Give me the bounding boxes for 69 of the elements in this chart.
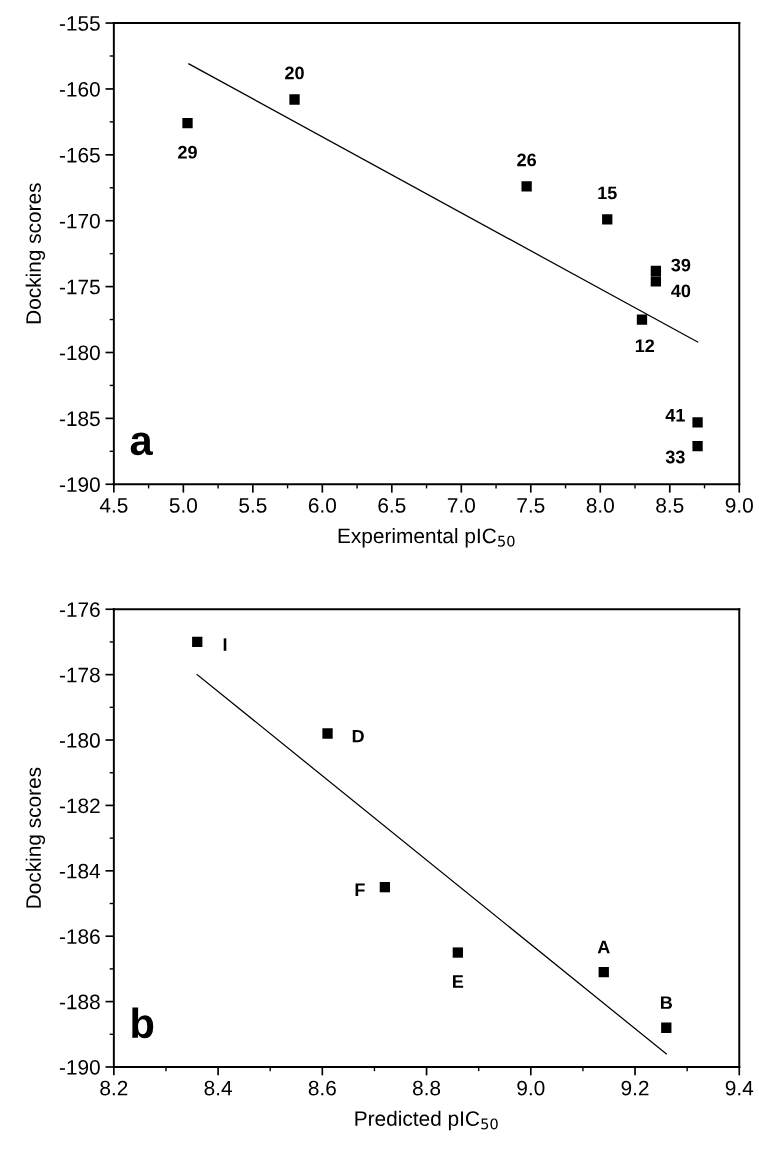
annotation: 29: [178, 145, 197, 159]
y-tick-label: -182: [59, 798, 100, 814]
x-axis-title: Experimental pIC$_{50}$: [338, 527, 515, 548]
y-tick-label: -165: [59, 147, 100, 163]
x-tick-label: 6.0: [308, 498, 336, 513]
x-tick-label: 8.0: [586, 498, 614, 513]
x-tick-label: 6.5: [378, 498, 406, 513]
point: [602, 214, 613, 225]
y-tick-label: -180: [59, 345, 100, 361]
annotation: I: [223, 638, 227, 651]
x-tick-label: 9.4: [725, 1080, 754, 1096]
y-tick-label: -184: [59, 863, 101, 879]
point: [636, 314, 648, 325]
y-tick-label: -186: [59, 929, 100, 944]
annotation: E: [453, 975, 464, 988]
x-axis-title: Predicted pIC$_{50}$: [355, 1110, 498, 1131]
point: [192, 636, 203, 648]
x-tick-label: 4.5: [99, 498, 128, 513]
annotation: 20: [285, 66, 304, 80]
y-tick-label: -178: [59, 667, 100, 683]
point: [598, 967, 609, 978]
x-tick-label: 8.8: [412, 1080, 441, 1096]
annotation: 12: [635, 339, 655, 352]
y-tick-label: -190: [59, 1059, 100, 1075]
x-tick-label: 5.0: [169, 498, 198, 513]
x-tick-label: 9.0: [517, 1080, 545, 1096]
annotation: A: [597, 940, 610, 954]
annotation: 15: [598, 186, 617, 200]
point: [182, 118, 193, 129]
point: [650, 276, 662, 287]
annotation: a: [130, 432, 153, 456]
point: [692, 417, 703, 428]
x-tick-label: 7.0: [447, 498, 475, 513]
point: [661, 1022, 672, 1033]
annotation: 26: [517, 153, 537, 167]
y-tick-label: -160: [59, 81, 100, 97]
annotation: 33: [665, 450, 685, 464]
y-tick-label: -175: [59, 279, 100, 295]
y-tick-label: -185: [59, 411, 100, 427]
annotation: B: [660, 996, 672, 1009]
x-tick-label: 8.4: [204, 1080, 232, 1096]
annotation: 40: [671, 284, 691, 298]
annotation: F: [355, 883, 365, 896]
annotation: 41: [665, 409, 685, 422]
x-tick-label: 9.0: [725, 498, 753, 513]
x-tick-label: 9.2: [621, 1080, 649, 1096]
point: [289, 94, 300, 105]
y-tick-label: -176: [59, 602, 100, 617]
point: [692, 440, 703, 452]
y-axis-title: Docking scores: [25, 767, 46, 908]
x-tick-label: 8.6: [308, 1080, 336, 1096]
point: [650, 265, 662, 276]
x-tick-label: 5.5: [239, 498, 267, 513]
annotation: D: [352, 729, 364, 743]
annotation: b: [132, 1007, 154, 1039]
y-tick-label: -170: [59, 213, 100, 229]
point: [521, 181, 532, 192]
y-axis-title: Docking scores: [25, 183, 46, 324]
x-tick-label: 8.2: [100, 1080, 128, 1096]
x-tick-label: 8.5: [656, 498, 684, 513]
annotation: 39: [671, 258, 691, 272]
y-tick-label: -155: [59, 16, 100, 31]
point: [452, 947, 463, 958]
y-tick-label: -180: [59, 733, 100, 748]
y-tick-label: -190: [59, 477, 100, 493]
y-tick-label: -188: [59, 994, 100, 1010]
point: [379, 882, 391, 893]
x-tick-label: 7.5: [517, 498, 545, 513]
point: [322, 728, 333, 739]
